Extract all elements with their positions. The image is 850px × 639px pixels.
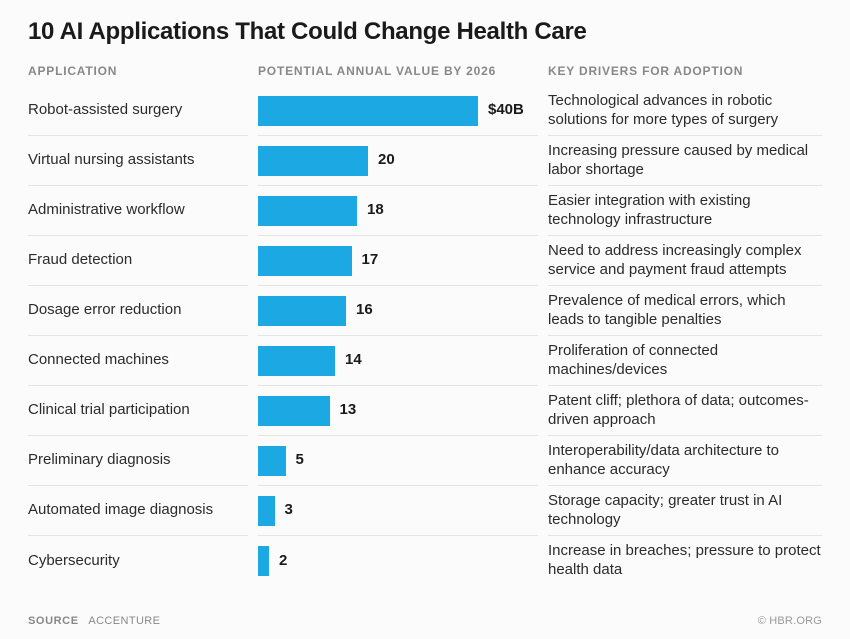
value-bar [258, 546, 269, 576]
value-label: 18 [367, 201, 384, 220]
value-bar [258, 396, 330, 426]
value-cell: 2 [258, 536, 538, 586]
driver-text: Patent cliff; plethora of data; outcomes… [548, 386, 822, 436]
application-name: Preliminary diagnosis [28, 436, 248, 486]
copyright: © HBR.ORG [758, 615, 822, 627]
col-header-drivers: KEY DRIVERS FOR ADOPTION [548, 64, 822, 86]
value-bar [258, 346, 335, 376]
application-name: Clinical trial participation [28, 386, 248, 436]
value-label: 2 [279, 552, 287, 571]
value-cell: 3 [258, 486, 538, 536]
source-label: SOURCE [28, 615, 79, 627]
data-grid: APPLICATION POTENTIAL ANNUAL VALUE BY 20… [28, 64, 822, 586]
driver-text: Increase in breaches; pressure to protec… [548, 536, 822, 586]
application-name: Administrative workflow [28, 186, 248, 236]
col-header-application: APPLICATION [28, 64, 248, 86]
value-label: 13 [340, 401, 357, 420]
value-label: 14 [345, 351, 362, 370]
driver-text: Increasing pressure caused by medical la… [548, 136, 822, 186]
chart-title: 10 AI Applications That Could Change Hea… [28, 18, 822, 46]
source-name: ACCENTURE [88, 615, 160, 627]
value-bar [258, 146, 368, 176]
application-name: Cybersecurity [28, 536, 248, 586]
application-name: Virtual nursing assistants [28, 136, 248, 186]
value-label: 16 [356, 301, 373, 320]
application-name: Dosage error reduction [28, 286, 248, 336]
value-bar [258, 496, 275, 526]
application-name: Fraud detection [28, 236, 248, 286]
value-label: 17 [362, 251, 379, 270]
application-name: Connected machines [28, 336, 248, 386]
value-cell: $40B [258, 86, 538, 136]
value-cell: 16 [258, 286, 538, 336]
source: SOURCE ACCENTURE [28, 615, 160, 627]
value-bar [258, 96, 478, 126]
value-bar [258, 246, 352, 276]
col-header-value: POTENTIAL ANNUAL VALUE BY 2026 [258, 64, 538, 86]
value-cell: 18 [258, 186, 538, 236]
driver-text: Easier integration with existing technol… [548, 186, 822, 236]
driver-text: Prevalence of medical errors, which lead… [548, 286, 822, 336]
driver-text: Proliferation of connected machines/devi… [548, 336, 822, 386]
driver-text: Technological advances in robotic soluti… [548, 86, 822, 136]
application-name: Automated image diagnosis [28, 486, 248, 536]
value-label: 20 [378, 151, 395, 170]
driver-text: Storage capacity; greater trust in AI te… [548, 486, 822, 536]
value-cell: 5 [258, 436, 538, 486]
driver-text: Need to address increasingly complex ser… [548, 236, 822, 286]
value-bar [258, 196, 357, 226]
value-label: 5 [296, 451, 304, 470]
value-bar [258, 446, 286, 476]
value-label: 3 [285, 501, 293, 520]
value-cell: 17 [258, 236, 538, 286]
value-cell: 14 [258, 336, 538, 386]
value-cell: 20 [258, 136, 538, 186]
footer: SOURCE ACCENTURE © HBR.ORG [28, 615, 822, 627]
driver-text: Interoperability/data architecture to en… [548, 436, 822, 486]
value-bar [258, 296, 346, 326]
value-label: $40B [488, 101, 524, 120]
value-cell: 13 [258, 386, 538, 436]
application-name: Robot-assisted surgery [28, 86, 248, 136]
